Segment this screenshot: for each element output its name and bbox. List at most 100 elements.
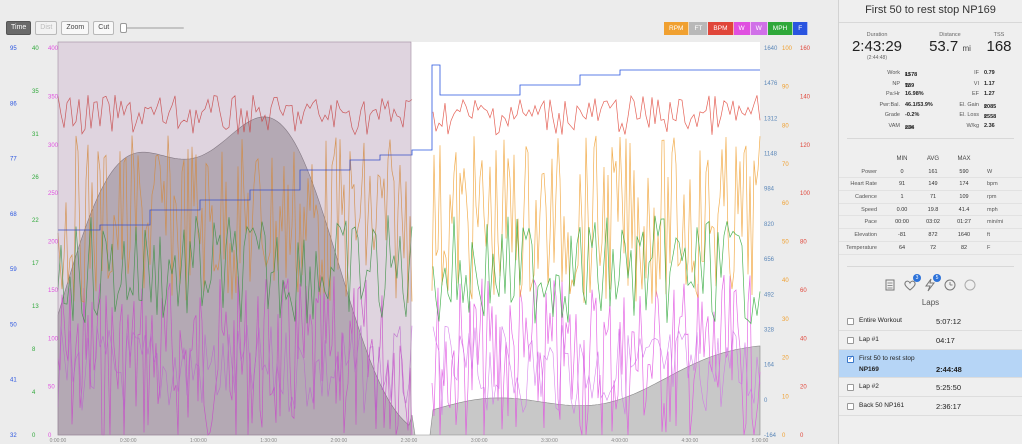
stat-value: 1.27 xyxy=(984,91,995,97)
avg-value: 161 xyxy=(928,168,938,175)
cadence-axis-tick-label: 10 xyxy=(782,394,789,400)
stat-label: El. Loss xyxy=(959,112,979,118)
legend-mph[interactable]: MPH xyxy=(767,22,794,35)
chart-toolbar: Time Dist Zoom Cut xyxy=(6,20,185,36)
power-axis-tick-label: 150 xyxy=(48,288,59,294)
power-axis-tick-label: 400 xyxy=(48,46,59,52)
cadence-axis-tick-label: 80 xyxy=(782,123,789,129)
heart-rate-axis-tick-label: 60 xyxy=(800,288,807,294)
cadence-axis-tick-label: 50 xyxy=(782,240,789,246)
notes-icon[interactable] xyxy=(883,278,897,292)
speed-axis-tick-label: 4 xyxy=(32,390,36,396)
lap-row-back-50[interactable]: Back 50 NP161 2:36:17 xyxy=(839,397,1022,416)
avg-value: 872 xyxy=(928,232,938,239)
slider-track xyxy=(120,27,185,29)
zoom-button[interactable]: Zoom xyxy=(61,21,90,35)
cadence-axis-tick-label: 30 xyxy=(782,317,789,323)
max-value: 01:27 xyxy=(957,219,971,226)
lap-checkbox[interactable] xyxy=(847,384,854,391)
duration-elapsed: (2:44:48) xyxy=(866,55,887,61)
table-divider xyxy=(847,266,1014,267)
chart-area: Time Dist Zoom Cut RPM FT BPM W W MPH F … xyxy=(0,20,838,444)
stats-row: Grade -0.2% El. Loss 2558 ft xyxy=(839,110,1022,121)
lap-row-entire-workout[interactable]: Entire Workout 5:07:12 xyxy=(839,312,1022,331)
time-tick-label: 4:00:00 xyxy=(611,438,628,444)
stats-row: Pwr:Bal. 46.1/53.9% El. Gain 2085 ft xyxy=(839,100,1022,111)
cut-button[interactable]: Cut xyxy=(93,21,115,35)
lap-time: 2:36:17 xyxy=(936,402,962,411)
elevation-axis-tick-label: 328 xyxy=(764,327,775,333)
workout-chart[interactable]: 9586776859504132403531262217138404003503… xyxy=(0,40,838,444)
circle-icon[interactable] xyxy=(963,278,977,292)
stats-grid: Work 1578 kJ IF 0.79 NP 189 W VI 1.17 Pa:Hr 16.… xyxy=(839,68,1022,131)
time-mode-button[interactable]: Time xyxy=(6,21,32,35)
legend-ft[interactable]: FT xyxy=(689,22,709,35)
stat-label: NP xyxy=(892,80,900,87)
lap-checkbox[interactable] xyxy=(847,403,854,410)
stat-number: 189 xyxy=(905,82,915,89)
lap-row-lap-1[interactable]: Lap #1 04:17 xyxy=(839,331,1022,350)
heart-tab[interactable]: 3 xyxy=(903,274,921,292)
avg-value: 19.8 xyxy=(927,206,939,213)
metric-name: Temperature xyxy=(846,244,877,251)
elevation-axis-tick-label: 0 xyxy=(764,398,768,404)
speed-axis-tick-label: 0 xyxy=(32,433,36,439)
slider-knob[interactable] xyxy=(120,23,128,33)
legend-w-smoothed[interactable]: W xyxy=(750,22,768,35)
cadence-axis-tick-label: 40 xyxy=(782,278,789,284)
cadence-axis-tick-label: 70 xyxy=(782,162,789,168)
lap-checkbox[interactable] xyxy=(847,337,854,344)
min-avg-max-table: MIN AVG MAX Power 0 161 590 W Heart Rate 91 149 1… xyxy=(839,153,1022,255)
lap-row-lap-2[interactable]: Lap #2 5:25:50 xyxy=(839,378,1022,397)
stat-number: 1578 xyxy=(905,72,918,78)
lap-checkbox[interactable] xyxy=(847,318,854,325)
max-value: 590 xyxy=(959,168,969,175)
legend-w[interactable]: W xyxy=(733,22,751,35)
elevation-area xyxy=(57,116,761,436)
avg-value: 149 xyxy=(928,181,938,188)
time-tick-label: 4:30:00 xyxy=(681,438,698,444)
metric-name: Power xyxy=(861,168,877,175)
lap-row-first-50[interactable]: ✓ First 50 to rest stop NP169 2:44:48 xyxy=(839,350,1022,378)
table-row: Temperature 64 72 82 F xyxy=(839,242,1022,255)
stat-unit: W xyxy=(905,82,910,89)
distance-mode-button[interactable]: Dist xyxy=(35,21,58,35)
lap-checkbox-checked[interactable]: ✓ xyxy=(847,355,854,363)
tss-block: TSS 168 xyxy=(979,32,1019,55)
power-line xyxy=(57,274,761,436)
elevation-axis-tick-label: 984 xyxy=(764,187,775,193)
table-row: Speed 0.00 19.8 41.4 mph xyxy=(839,204,1022,217)
stats-row: VAM 234 m/h W/kg 2.36 xyxy=(839,121,1022,132)
legend-rpm[interactable]: RPM xyxy=(664,22,690,35)
cadence-axis-tick-label: 90 xyxy=(782,85,789,91)
lap-time: 04:17 xyxy=(936,336,955,345)
panel-tabs: 3 5 xyxy=(839,274,1022,296)
lap-name-line2: NP169 xyxy=(859,366,879,373)
unit: ft xyxy=(987,232,991,239)
clock-icon[interactable] xyxy=(943,278,957,292)
temperature-axis-tick-label: 59 xyxy=(10,267,17,273)
power-axis-tick-label: 200 xyxy=(48,240,59,246)
elevation-axis-tick-label: 164 xyxy=(764,363,775,369)
smoothing-slider[interactable] xyxy=(120,21,185,35)
unit: bpm xyxy=(987,181,998,188)
time-tick-label: 2:30:00 xyxy=(401,438,418,444)
selected-lap-highlight[interactable] xyxy=(57,41,412,436)
cadence-axis-tick-label: 60 xyxy=(782,201,789,207)
duration-label: Duration xyxy=(866,32,888,38)
stat-number: 2558 xyxy=(984,114,997,120)
stat-label: Grade xyxy=(884,112,900,118)
distance-label: Distance xyxy=(939,32,961,38)
legend-bpm[interactable]: BPM xyxy=(708,22,734,35)
metric-name: Elevation xyxy=(854,232,877,239)
avg-value: 03:02 xyxy=(926,219,940,226)
lap-title: First 50 to rest stop NP169 xyxy=(865,4,996,16)
time-tick-label: 3:00:00 xyxy=(471,438,488,444)
table-row: Pace 00:00 03:02 01:27 min/mi xyxy=(839,216,1022,230)
legend-f[interactable]: F xyxy=(793,22,809,35)
unit: F xyxy=(987,244,991,251)
power-axis-tick-label: 50 xyxy=(48,385,55,391)
lap-time: 5:25:50 xyxy=(936,383,962,392)
lightning-tab[interactable]: 5 xyxy=(923,274,941,292)
time-tick-label: 2:00:00 xyxy=(330,438,347,444)
